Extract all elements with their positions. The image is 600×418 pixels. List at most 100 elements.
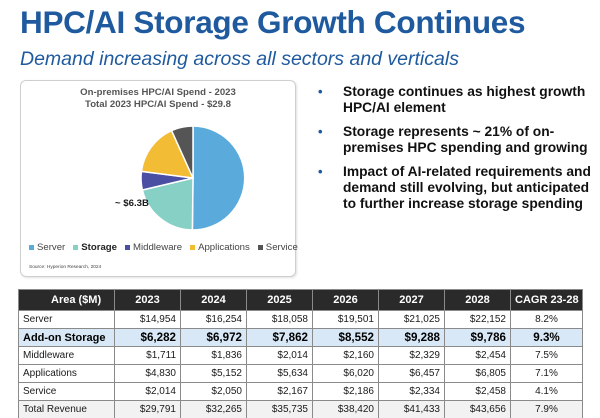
value-cell: $1,711 bbox=[114, 346, 181, 365]
legend-swatch bbox=[190, 245, 196, 250]
table-row: Server $14,954 $16,254 $18,058 $19,501 $21,02… bbox=[18, 310, 583, 329]
column-header: 2026 bbox=[312, 289, 379, 311]
legend-label: Service bbox=[265, 242, 298, 253]
legend-swatch bbox=[257, 245, 263, 250]
value-cell: $35,735 bbox=[246, 400, 313, 418]
value-cell: $4,830 bbox=[114, 364, 181, 383]
cagr-cell: 7.9% bbox=[510, 400, 583, 418]
pie-chart bbox=[140, 125, 246, 231]
pie-slice-service bbox=[170, 125, 194, 179]
table-body: Server $14,954 $16,254 $18,058 $19,501 $21,02… bbox=[18, 310, 583, 418]
bullet-text: Storage continues as highest growth HPC/… bbox=[343, 84, 586, 115]
value-cell: $8,552 bbox=[312, 328, 379, 347]
legend-label: Storage bbox=[81, 242, 117, 253]
bullet-point: • Storage continues as highest growth HPC… bbox=[315, 84, 595, 116]
table-row: Service $2,014 $2,050 $2,167 $2,186 $2,334 $2,… bbox=[18, 382, 583, 401]
pie-slice-server bbox=[191, 125, 246, 231]
slide-title: HPC/AI Storage Growth Continues bbox=[20, 4, 526, 40]
column-header: 2027 bbox=[378, 289, 445, 311]
table-row: Add-on Storage $6,282 $6,972 $7,862 $8,552 $9… bbox=[18, 328, 583, 347]
value-cell: $6,457 bbox=[378, 364, 445, 383]
legend-label: Server bbox=[37, 242, 66, 253]
bullet-point: • Storage represents ~ 21% of on-premises… bbox=[315, 124, 595, 156]
value-cell: $6,972 bbox=[180, 328, 247, 347]
value-cell: $21,025 bbox=[378, 310, 445, 329]
slide-subtitle: Demand increasing across all sectors and… bbox=[20, 48, 459, 70]
legend-item-storage: Storage bbox=[73, 242, 117, 253]
value-cell: $16,254 bbox=[180, 310, 247, 329]
cagr-cell: 9.3% bbox=[510, 328, 583, 347]
value-cell: $18,058 bbox=[246, 310, 313, 329]
value-cell: $2,329 bbox=[378, 346, 445, 365]
column-header: CAGR 23-28 bbox=[510, 289, 583, 311]
legend-swatch bbox=[29, 245, 34, 250]
pie-chart-panel: On-premises HPC/AI Spend - 2023 Total 20… bbox=[20, 80, 298, 277]
value-cell: $2,458 bbox=[444, 382, 511, 401]
value-cell: $43,656 bbox=[444, 400, 511, 418]
value-cell: $5,152 bbox=[180, 364, 247, 383]
bullet-text: Storage represents ~ 21% of on-premises … bbox=[343, 124, 588, 155]
column-header: 2025 bbox=[246, 289, 313, 311]
pie-slice-applications bbox=[140, 129, 195, 179]
row-label-cell: Total Revenue bbox=[18, 400, 115, 418]
value-cell: $38,420 bbox=[312, 400, 379, 418]
table-header-row: Area ($M) 2023 2024 2025 2026 2027 2028 CAGR 23… bbox=[18, 289, 583, 311]
row-label-cell: Service bbox=[18, 382, 115, 401]
cagr-cell: 8.2% bbox=[510, 310, 583, 329]
revenue-table: Area ($M) 2023 2024 2025 2026 2027 2028 CAGR 23… bbox=[18, 289, 583, 418]
value-cell: $6,282 bbox=[114, 328, 181, 347]
column-header: Area ($M) bbox=[18, 289, 115, 311]
row-label-cell: Add-on Storage bbox=[18, 328, 115, 347]
value-cell: $5,634 bbox=[246, 364, 313, 383]
table-row: Middleware $1,711 $1,836 $2,014 $2,160 $2,329… bbox=[18, 346, 583, 365]
legend-item-service: Service bbox=[257, 242, 298, 253]
value-cell: $7,862 bbox=[246, 328, 313, 347]
bullet-dot-icon: • bbox=[318, 84, 323, 99]
pie-chart-subtitle: Total 2023 HPC/AI Spend - $29.8 bbox=[85, 99, 231, 110]
value-cell: $2,014 bbox=[114, 382, 181, 401]
value-cell: $2,454 bbox=[444, 346, 511, 365]
legend-swatch bbox=[125, 245, 130, 250]
value-cell: $2,334 bbox=[378, 382, 445, 401]
value-cell: $9,288 bbox=[378, 328, 445, 347]
key-points-list: • Storage continues as highest growth HPC… bbox=[315, 84, 595, 220]
column-header: 2028 bbox=[444, 289, 511, 311]
pie-slice-storage bbox=[141, 177, 194, 231]
cagr-cell: 7.5% bbox=[510, 346, 583, 365]
legend-swatch bbox=[73, 245, 79, 250]
value-cell: $19,501 bbox=[312, 310, 379, 329]
cagr-cell: 4.1% bbox=[510, 382, 583, 401]
value-cell: $14,954 bbox=[114, 310, 181, 329]
value-cell: $1,836 bbox=[180, 346, 247, 365]
value-cell: $2,014 bbox=[246, 346, 313, 365]
pie-legend: Server Storage Middleware Applications Servi… bbox=[29, 242, 298, 253]
value-cell: $41,433 bbox=[378, 400, 445, 418]
value-cell: $2,186 bbox=[312, 382, 379, 401]
bullet-text: Impact of AI-related requirements and de… bbox=[343, 164, 591, 211]
legend-label: Middleware bbox=[133, 242, 183, 253]
bullet-dot-icon: • bbox=[318, 124, 323, 139]
table-row: Total Revenue $29,791 $32,265 $35,735 $38,42… bbox=[18, 400, 583, 418]
legend-item-server: Server bbox=[29, 242, 65, 253]
row-label-cell: Server bbox=[18, 310, 115, 329]
value-cell: $2,160 bbox=[312, 346, 379, 365]
storage-callout-label: ~ $6.3B bbox=[115, 198, 149, 209]
row-label-cell: Middleware bbox=[18, 346, 115, 365]
column-header: 2024 bbox=[180, 289, 247, 311]
value-cell: $6,805 bbox=[444, 364, 511, 383]
value-cell: $9,786 bbox=[444, 328, 511, 347]
legend-item-middleware: Middleware bbox=[125, 242, 182, 253]
value-cell: $6,020 bbox=[312, 364, 379, 383]
value-cell: $29,791 bbox=[114, 400, 181, 418]
bullet-point: • Impact of AI-related requirements and d… bbox=[315, 164, 595, 212]
value-cell: $2,050 bbox=[180, 382, 247, 401]
row-label-cell: Applications bbox=[18, 364, 115, 383]
bullet-dot-icon: • bbox=[318, 164, 323, 179]
cagr-cell: 7.1% bbox=[510, 364, 583, 383]
value-cell: $32,265 bbox=[180, 400, 247, 418]
legend-label: Applications bbox=[198, 242, 250, 253]
value-cell: $22,152 bbox=[444, 310, 511, 329]
legend-item-applications: Applications bbox=[190, 242, 250, 253]
column-header: 2023 bbox=[114, 289, 181, 311]
pie-chart-title: On-premises HPC/AI Spend - 2023 bbox=[80, 87, 236, 98]
